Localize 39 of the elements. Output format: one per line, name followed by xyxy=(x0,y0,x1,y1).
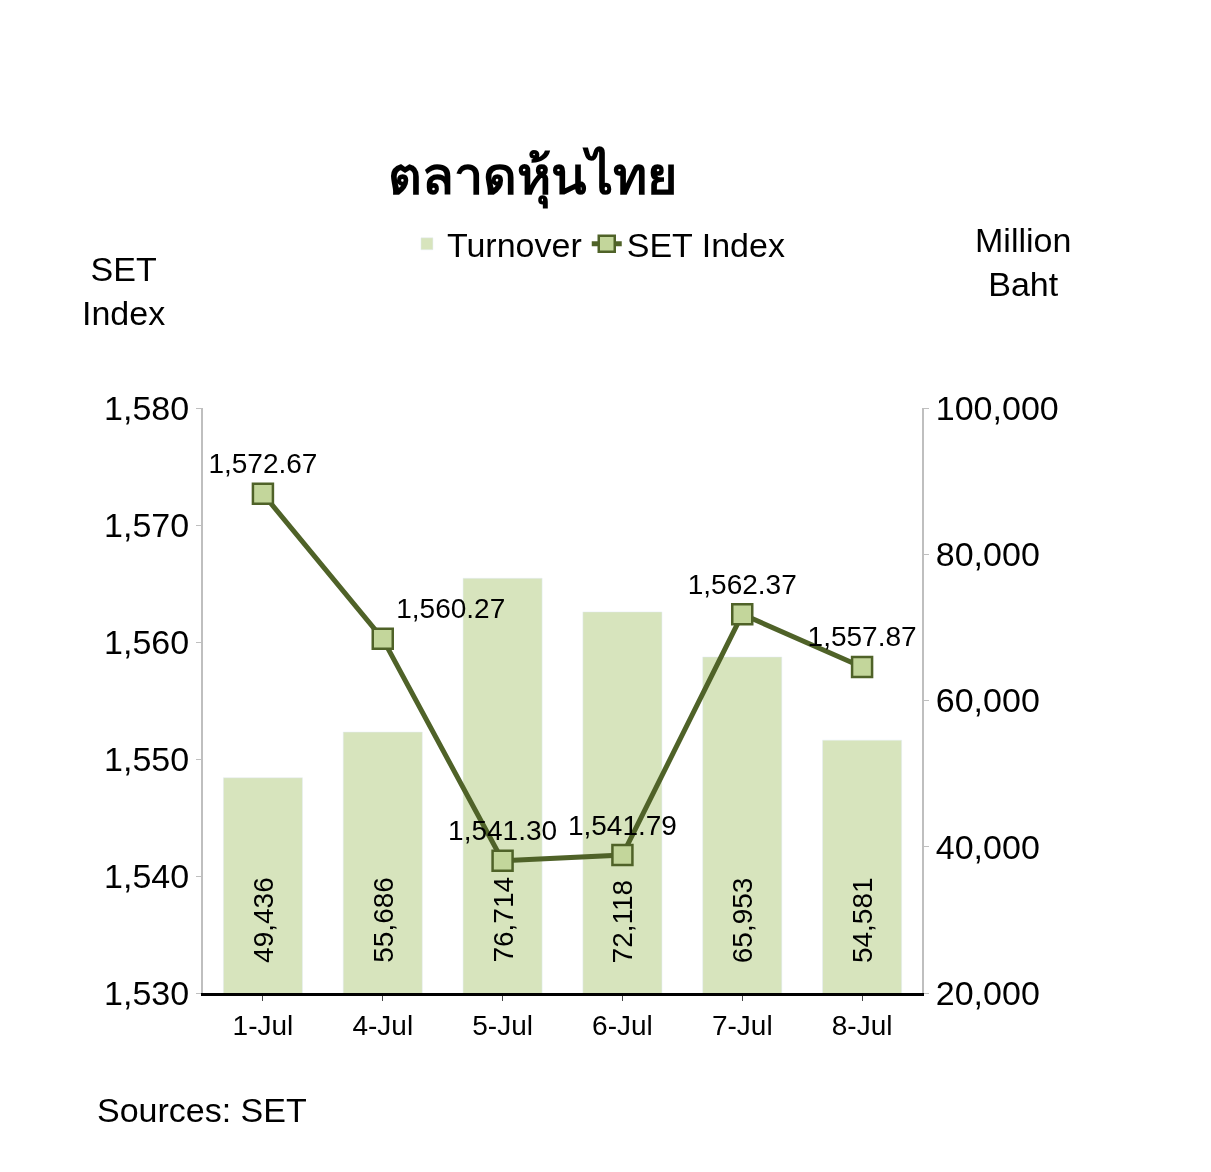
legend-label: Turnover xyxy=(446,226,582,265)
data-label: 1,557.87 xyxy=(807,621,917,653)
y2-tick-label: 20,000 xyxy=(935,973,1040,1012)
data-label: 76,714 xyxy=(487,876,519,963)
y2-tick-label: 80,000 xyxy=(935,535,1040,574)
point xyxy=(731,603,754,626)
y-tick-label: 1,570 xyxy=(104,505,190,544)
source-note: Sources: SET xyxy=(97,1091,307,1129)
data-label: 72,118 xyxy=(607,879,639,964)
chart-title: ตลาดหุ้นไทย xyxy=(388,146,678,209)
y-tick-label: 1,550 xyxy=(104,739,190,778)
y2-axis-title: Million Baht xyxy=(975,221,1072,304)
x-tick-label: 8-Jul xyxy=(831,1009,893,1041)
y-axis-title: SET Index xyxy=(82,250,166,333)
point xyxy=(491,849,514,873)
data-label: 1,560.27 xyxy=(396,593,506,625)
data-label: 1,562.37 xyxy=(687,568,797,600)
x-tick-label: 5-Jul xyxy=(472,1009,533,1041)
x-tick-label: 4-Jul xyxy=(352,1009,414,1041)
data-label: 1,572.67 xyxy=(208,448,318,480)
data-label: 49,436 xyxy=(247,877,279,963)
y-tick-label: 1,560 xyxy=(104,622,190,661)
point xyxy=(850,655,874,679)
y-tick-label: 1,540 xyxy=(104,856,190,895)
y2-tick-label: 40,000 xyxy=(935,827,1040,866)
x-tick-label: 6-Jul xyxy=(592,1009,653,1041)
point xyxy=(251,482,275,506)
legend-label: SET Index xyxy=(626,226,785,265)
point xyxy=(611,843,634,867)
data-label: 65,953 xyxy=(727,877,759,964)
x-tick-label: 1-Jul xyxy=(232,1009,294,1041)
y2-tick-label: 60,000 xyxy=(935,681,1040,720)
y-tick-label: 1,580 xyxy=(104,388,190,427)
data-label: 55,686 xyxy=(367,877,399,963)
y-tick-label: 1,530 xyxy=(104,973,190,1012)
x-tick-label: 7-Jul xyxy=(711,1009,773,1041)
y2-tick-label: 100,000 xyxy=(935,388,1059,427)
data-label: 54,581 xyxy=(847,877,879,964)
point xyxy=(371,627,394,651)
